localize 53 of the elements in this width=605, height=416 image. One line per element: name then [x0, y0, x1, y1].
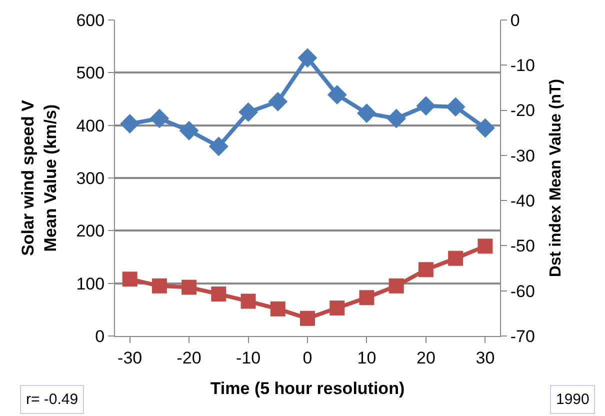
- point: [152, 278, 167, 294]
- point: [179, 120, 199, 140]
- y-tick-label: 300: [76, 168, 105, 188]
- y-tick-label: 100: [76, 274, 105, 294]
- point: [327, 85, 347, 105]
- point: [418, 262, 434, 278]
- y-tick-label: 500: [76, 64, 105, 83]
- y2-tick-label: 0: [510, 10, 520, 30]
- y2-tick-label: -20: [510, 101, 535, 120]
- text: 1990: [556, 391, 590, 408]
- y2-tick-label: -50: [510, 236, 535, 256]
- point: [240, 294, 256, 309]
- y2-tick-label: -70: [510, 326, 535, 346]
- y-tick-label: 400: [76, 116, 105, 136]
- point: [122, 272, 138, 287]
- x-tick-label: -30: [118, 348, 142, 368]
- point: [120, 114, 140, 134]
- point: [330, 300, 345, 316]
- y2-axis-title: Dst index Mean Value (nT): [548, 78, 565, 278]
- y-tick-label: 0: [95, 326, 105, 346]
- y-tick-label: 200: [76, 222, 105, 241]
- point: [356, 103, 376, 123]
- point: [478, 238, 493, 254]
- point: [386, 108, 406, 128]
- point: [446, 97, 466, 117]
- point: [448, 250, 464, 266]
- x-tick-label: -10: [236, 348, 261, 368]
- x-tick-label: 0: [302, 348, 312, 368]
- point: [208, 136, 228, 156]
- point: [268, 92, 288, 112]
- x-tick-label: 30: [476, 348, 495, 368]
- x-tick-label: 10: [357, 348, 376, 368]
- point: [238, 102, 258, 122]
- point: [182, 280, 197, 295]
- point: [300, 310, 315, 326]
- point: [298, 48, 318, 68]
- y-axis-title: Solar wind speed V Mean Value (km/s): [18, 99, 60, 256]
- x-tick-label: -20: [176, 348, 202, 368]
- y2-tick-label: -60: [510, 282, 535, 301]
- y2-tick-label: -10: [510, 56, 535, 76]
- point: [475, 118, 495, 138]
- point: [211, 286, 226, 302]
- point: [150, 108, 170, 128]
- point: [359, 290, 374, 306]
- x-tick-label: 20: [416, 348, 436, 368]
- point: [416, 96, 436, 116]
- y2-tick-label: -40: [510, 192, 535, 211]
- point: [388, 278, 404, 294]
- text: r= -0.49: [26, 391, 78, 408]
- point: [270, 301, 286, 316]
- y2-tick-label: -30: [510, 146, 535, 166]
- y-tick-label: 600: [76, 10, 105, 30]
- x-axis-title: Time (5 hour resolution): [210, 378, 405, 398]
